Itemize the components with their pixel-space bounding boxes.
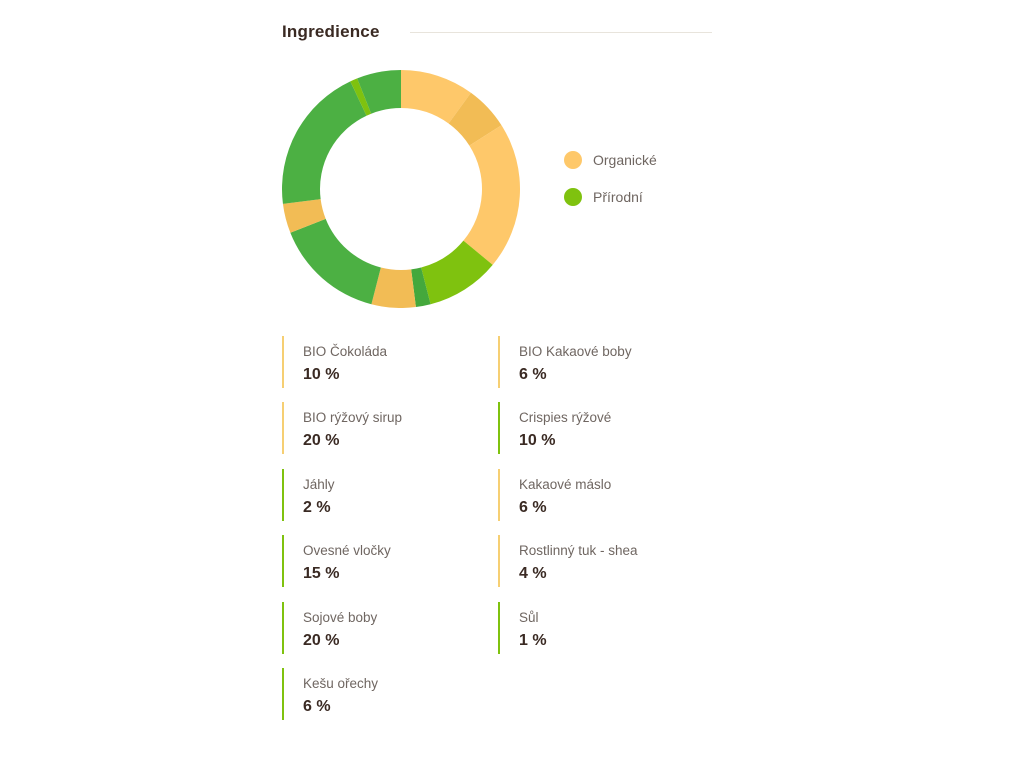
ingredient-name: Sojové boby xyxy=(303,609,378,625)
ingredient-name: Jáhly xyxy=(303,476,335,492)
ingredient-percent: 6 % xyxy=(519,366,547,383)
ingredient-name: Crispies rýžové xyxy=(519,410,612,426)
donut-slice-0 xyxy=(401,70,471,124)
donut-slice-1 xyxy=(448,92,502,146)
legend-item-natural: Přírodní xyxy=(564,187,657,207)
ingredient-item: Crispies rýžové 10 % xyxy=(498,402,698,455)
ingredient-name: BIO Kakaové boby xyxy=(519,344,632,359)
ingredient-name: Rostlinný tuk - shea xyxy=(519,543,638,559)
legend-label-organic: Organické xyxy=(593,152,657,168)
donut-slice-3 xyxy=(421,240,493,305)
ingredient-name: BIO Čokoláda xyxy=(303,344,388,359)
ingredients-donut-chart xyxy=(282,70,520,308)
section-title: Ingredience xyxy=(282,22,380,41)
ingredient-percent: 4 % xyxy=(519,565,547,583)
ingredient-percent: 6 % xyxy=(303,698,331,715)
legend-item-organic: Organické xyxy=(564,150,657,170)
donut-slice-2 xyxy=(463,125,520,265)
ingredient-item: Ovesné vločky 15 % xyxy=(282,535,482,588)
ingredient-name: Kakaové máslo xyxy=(519,476,612,492)
donut-slice-9 xyxy=(350,78,372,116)
ingredient-percent: 6 % xyxy=(519,498,547,516)
ingredient-item: Sůl 1 % xyxy=(498,601,698,654)
ingredient-name: Sůl xyxy=(519,609,539,625)
ingredient-item: Kešu ořechy 6 % xyxy=(282,668,482,720)
ingredient-percent: 1 % xyxy=(519,631,547,649)
ingredient-item: Sojové boby 20 % xyxy=(282,601,482,654)
title-divider xyxy=(410,32,712,33)
ingredient-percent: 10 % xyxy=(303,366,340,383)
legend-swatch-organic xyxy=(564,151,582,169)
ingredient-item: BIO Kakaové boby 6 % xyxy=(498,336,698,388)
ingredient-percent: 2 % xyxy=(303,498,331,516)
ingredient-item: Rostlinný tuk - shea 4 % xyxy=(498,535,698,588)
ingredients-section: Ingredience Organické Přírodní BIO Čokol… xyxy=(282,18,712,720)
donut-slice-10 xyxy=(357,70,401,114)
donut-slice-4 xyxy=(411,267,431,308)
ingredient-item: Jáhly 2 % xyxy=(282,468,482,521)
ingredient-name: BIO rýžový sirup xyxy=(303,410,403,426)
ingredient-item: Kakaové máslo 6 % xyxy=(498,468,698,521)
donut-slice-7 xyxy=(282,199,326,233)
donut-slice-5 xyxy=(371,267,416,308)
chart-legend: Organické Přírodní xyxy=(564,150,657,224)
ingredient-percent: 15 % xyxy=(303,565,340,583)
ingredient-name: Kešu ořechy xyxy=(303,676,379,691)
ingredient-percent: 10 % xyxy=(519,432,556,450)
donut-slice-6 xyxy=(290,218,381,305)
ingredient-percent: 20 % xyxy=(303,432,340,450)
ingredient-name: Ovesné vločky xyxy=(303,543,391,559)
ingredient-item: BIO rýžový sirup 20 % xyxy=(282,402,482,455)
donut-slice-8 xyxy=(282,81,367,204)
legend-swatch-natural xyxy=(564,188,582,206)
ingredient-percent: 20 % xyxy=(303,631,340,649)
ingredient-item: BIO Čokoláda 10 % xyxy=(282,336,482,388)
legend-label-natural: Přírodní xyxy=(593,189,643,205)
section-header: Ingredience xyxy=(282,18,712,46)
